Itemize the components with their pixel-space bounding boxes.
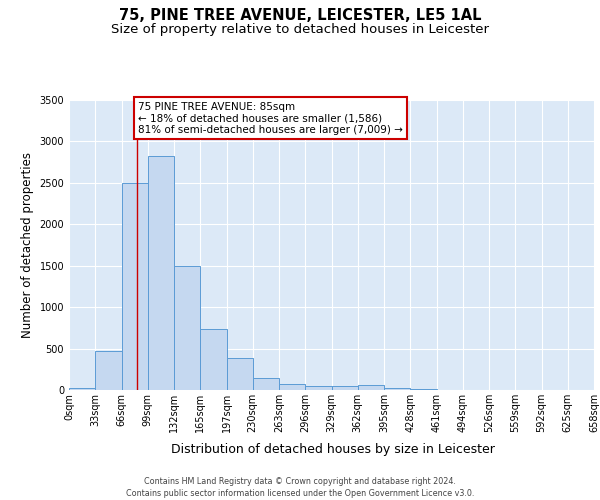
Text: 75, PINE TREE AVENUE, LEICESTER, LE5 1AL: 75, PINE TREE AVENUE, LEICESTER, LE5 1AL	[119, 8, 481, 22]
Bar	[384, 388, 410, 390]
Bar	[279, 384, 305, 390]
Bar	[227, 358, 253, 390]
Bar	[331, 386, 358, 390]
Bar	[410, 389, 437, 390]
Bar	[253, 378, 279, 390]
Bar	[358, 386, 384, 390]
Text: Distribution of detached houses by size in Leicester: Distribution of detached houses by size …	[171, 442, 495, 456]
Bar	[121, 183, 148, 390]
Y-axis label: Number of detached properties: Number of detached properties	[21, 152, 34, 338]
Text: Size of property relative to detached houses in Leicester: Size of property relative to detached ho…	[111, 22, 489, 36]
Bar	[305, 386, 331, 390]
Bar	[69, 388, 95, 390]
Text: Contains HM Land Registry data © Crown copyright and database right 2024.
Contai: Contains HM Land Registry data © Crown c…	[126, 476, 474, 498]
Bar	[95, 351, 121, 390]
Bar	[148, 156, 174, 390]
Text: 75 PINE TREE AVENUE: 85sqm
← 18% of detached houses are smaller (1,586)
81% of s: 75 PINE TREE AVENUE: 85sqm ← 18% of deta…	[138, 102, 403, 135]
Bar	[200, 328, 227, 390]
Bar	[174, 266, 200, 390]
